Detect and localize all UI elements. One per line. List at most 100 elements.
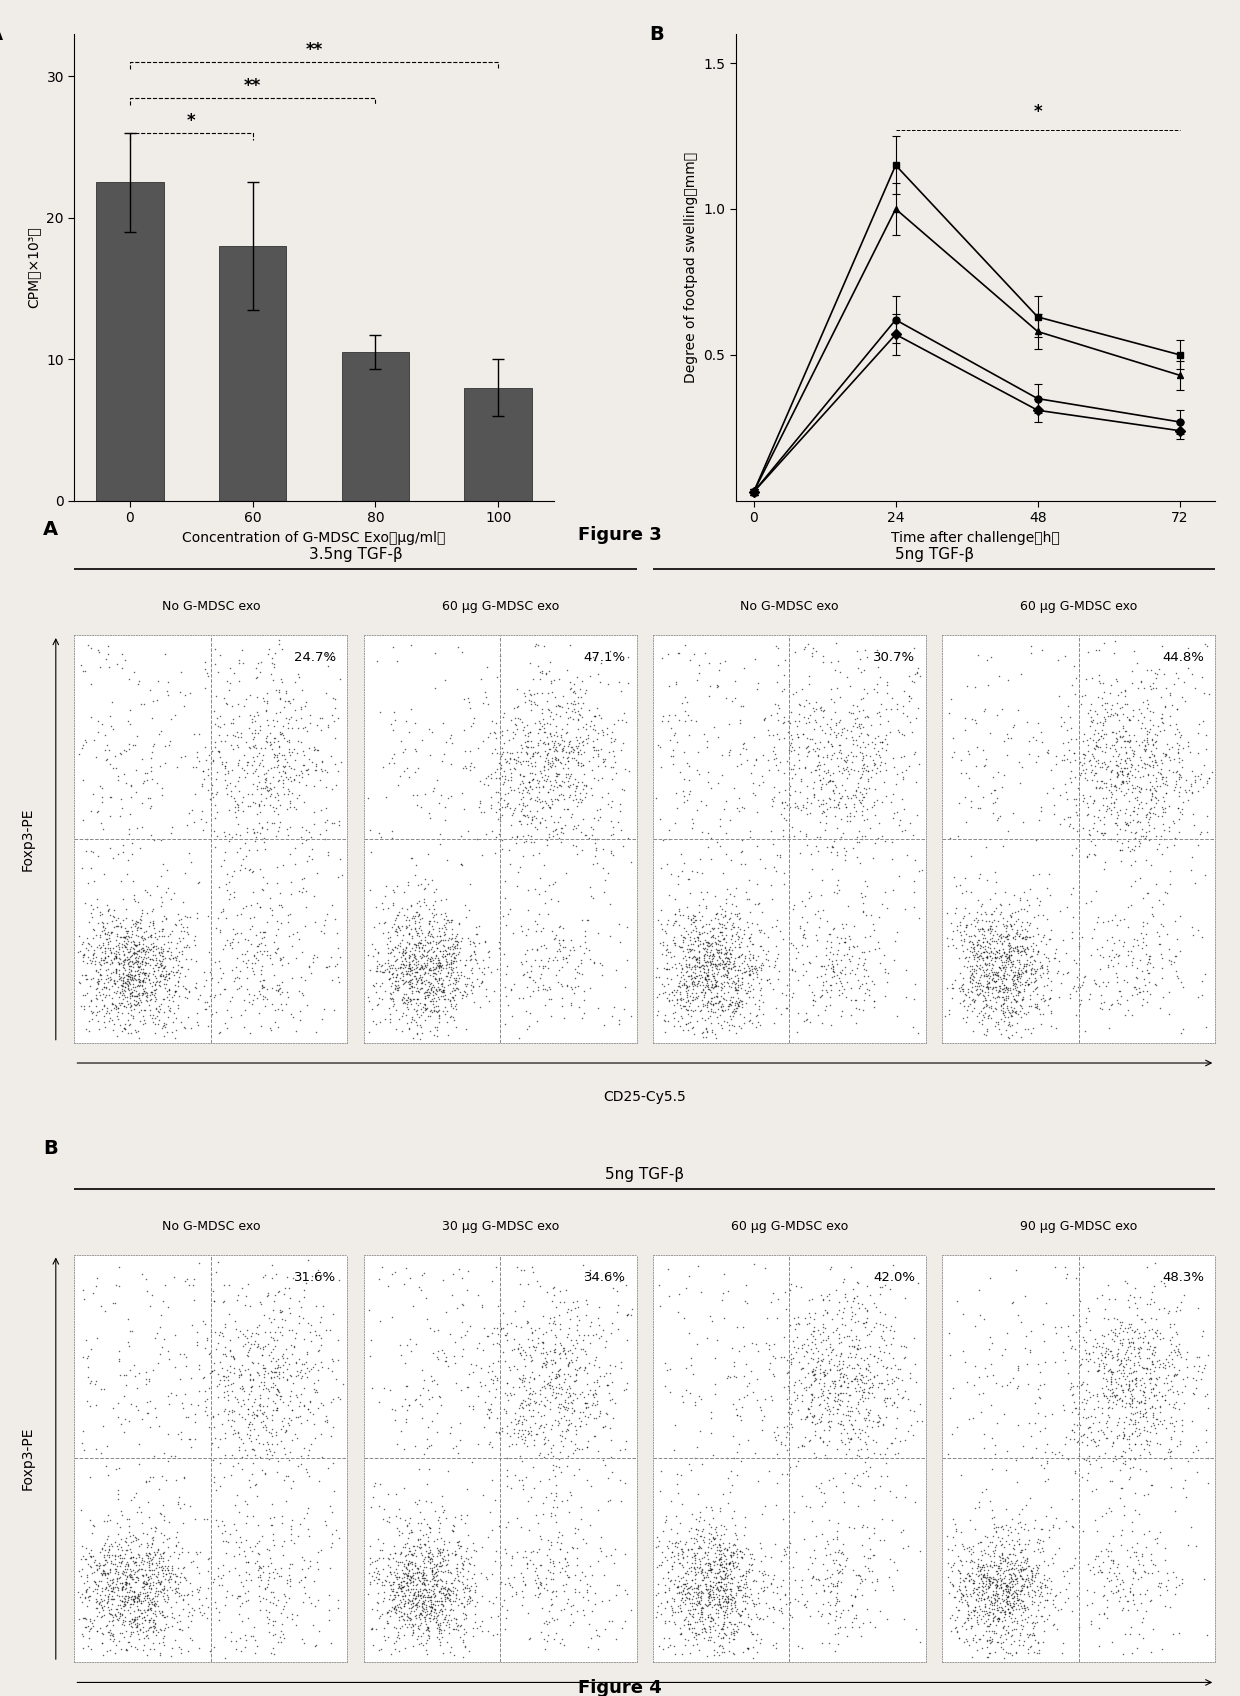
Point: [139, 967, 159, 994]
Point: [439, 960, 459, 987]
Point: [1173, 795, 1193, 823]
Point: [125, 1526, 145, 1554]
Point: [856, 1565, 875, 1593]
Point: [616, 709, 636, 736]
Point: [83, 1613, 103, 1640]
Point: [526, 690, 546, 717]
Point: [429, 789, 449, 816]
Point: [1044, 945, 1064, 972]
Point: [242, 751, 262, 778]
Point: [124, 929, 144, 957]
Point: [428, 1345, 448, 1372]
Point: [166, 958, 186, 985]
Point: [950, 912, 970, 940]
Point: [1006, 1547, 1025, 1574]
Point: [458, 1586, 477, 1613]
Point: [682, 929, 702, 957]
Point: [852, 780, 872, 807]
Point: [714, 924, 734, 951]
Point: [1164, 1362, 1184, 1389]
Point: [112, 974, 131, 1001]
Point: [990, 977, 1009, 1004]
Point: [978, 929, 998, 957]
Point: [715, 1562, 735, 1589]
Point: [1086, 731, 1106, 758]
Point: [115, 962, 135, 989]
Point: [1125, 775, 1145, 802]
Point: [120, 960, 140, 987]
Point: [438, 948, 458, 975]
Point: [259, 1606, 279, 1633]
Point: [660, 882, 680, 909]
Point: [552, 1521, 572, 1548]
Point: [811, 790, 831, 817]
Point: [666, 901, 686, 928]
Point: [299, 734, 319, 762]
Point: [692, 1618, 712, 1645]
Point: [1008, 1557, 1028, 1584]
Point: [692, 1594, 712, 1621]
Point: [166, 934, 186, 962]
Point: [405, 1586, 425, 1613]
Point: [563, 739, 583, 767]
Point: [678, 1537, 698, 1564]
Point: [991, 957, 1011, 984]
Point: [367, 990, 387, 1018]
Point: [458, 1318, 477, 1345]
Point: [658, 1007, 678, 1035]
Point: [733, 994, 753, 1021]
Point: [325, 707, 345, 734]
Point: [1009, 962, 1029, 989]
Point: [73, 1343, 93, 1370]
Point: [248, 700, 268, 728]
Point: [1009, 972, 1029, 999]
Point: [247, 663, 267, 690]
Point: [811, 882, 831, 909]
Point: [301, 1328, 321, 1355]
Point: [303, 1611, 322, 1638]
Point: [1101, 1538, 1121, 1565]
Point: [1009, 946, 1029, 974]
Point: [115, 1565, 135, 1593]
Point: [1099, 1272, 1118, 1299]
Point: [486, 724, 506, 751]
Point: [208, 1555, 228, 1582]
Point: [533, 1418, 553, 1445]
Point: [857, 702, 877, 729]
Point: [565, 1294, 585, 1321]
Point: [218, 1401, 238, 1428]
Point: [115, 924, 135, 951]
Point: [392, 894, 412, 921]
Point: [129, 668, 149, 695]
Point: [543, 1452, 563, 1479]
Point: [505, 719, 525, 746]
Point: [186, 1538, 206, 1565]
Point: [841, 1425, 861, 1452]
Point: [435, 1348, 455, 1375]
Point: [263, 990, 283, 1018]
Point: [255, 1333, 275, 1360]
Point: [877, 1435, 897, 1462]
Point: [724, 1564, 744, 1591]
Point: [464, 1358, 484, 1386]
Point: [714, 1260, 734, 1287]
Point: [401, 968, 420, 996]
Point: [280, 789, 300, 816]
Point: [249, 1552, 269, 1579]
Point: [1045, 1348, 1065, 1375]
Point: [361, 957, 381, 984]
Point: [797, 733, 817, 760]
Point: [971, 1564, 991, 1591]
Point: [115, 924, 135, 951]
Point: [713, 860, 733, 887]
Point: [794, 721, 813, 748]
Point: [129, 968, 149, 996]
Point: [971, 962, 991, 989]
Point: [157, 1586, 177, 1613]
Point: [730, 1601, 750, 1628]
Point: [944, 918, 963, 945]
Point: [208, 1330, 228, 1357]
Point: [403, 1562, 423, 1589]
Point: [268, 1459, 288, 1486]
Point: [724, 1620, 744, 1647]
